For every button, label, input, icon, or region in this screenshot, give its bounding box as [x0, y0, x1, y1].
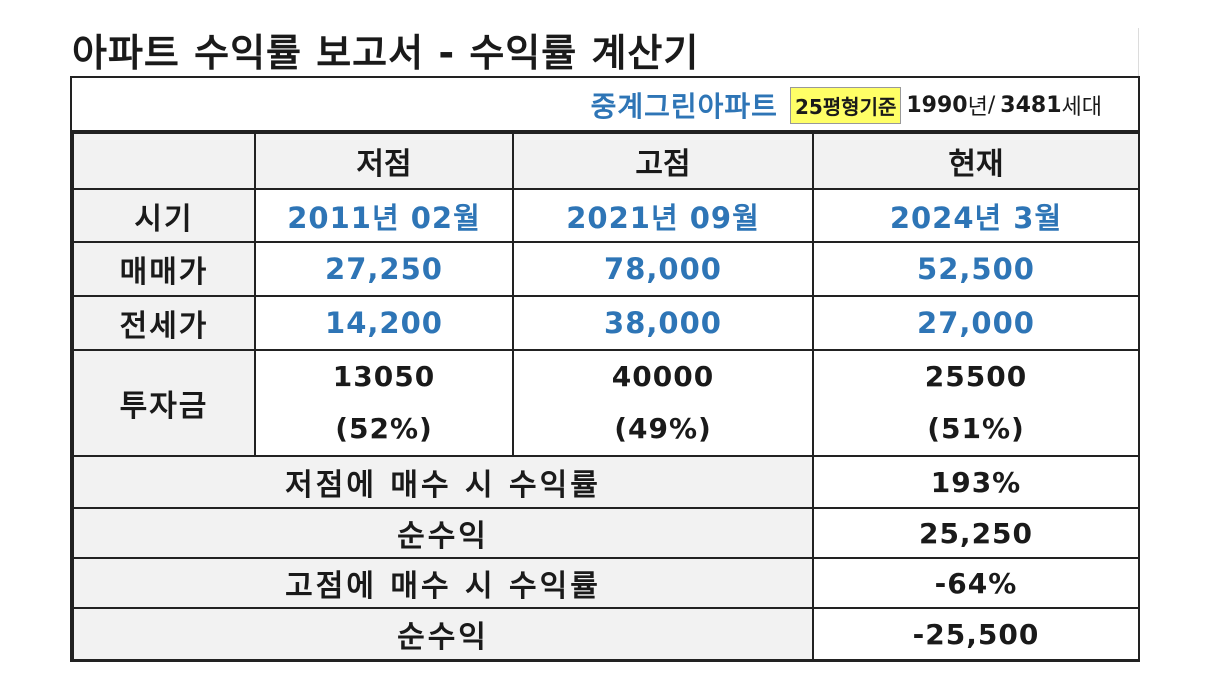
investment-low-ratio: (52%)	[335, 412, 433, 445]
header-low: 저점	[254, 132, 514, 190]
summary-value: 193%	[812, 455, 1140, 509]
investment-row: 투자금 13050 (52%) 40000 (49%) 25500 (51%)	[72, 349, 1140, 457]
size-badge: 25평형기준	[789, 86, 902, 124]
period-high: 2021년 09월	[512, 188, 814, 243]
report-title: 아파트 수익률 보고서 - 수익률 계산기	[72, 31, 700, 75]
header-high: 고점	[512, 132, 814, 190]
corner-cell	[72, 132, 256, 190]
header-current: 현재	[812, 132, 1140, 190]
summary-value: 25,250	[812, 507, 1140, 559]
summary-value: -64%	[812, 557, 1140, 609]
investment-current: 25500 (51%)	[812, 349, 1140, 457]
summary-row: 고점에 매수 시 수익률 -64%	[72, 557, 1140, 609]
sale-price-high: 78,000	[512, 241, 814, 297]
period-current: 2024년 3월	[812, 188, 1140, 243]
report-table: 중계그린아파트 25평형기준 1990 년 / 3481 세대 저점 고점 현재…	[70, 76, 1140, 662]
investment-high: 40000 (49%)	[512, 349, 814, 457]
sheet-gridline	[1138, 28, 1139, 76]
period-low: 2011년 02월	[254, 188, 514, 243]
summary-label: 순수익	[72, 607, 814, 661]
apartment-info-row: 중계그린아파트 25평형기준 1990 년 / 3481 세대	[72, 78, 1138, 132]
investment-low: 13050 (52%)	[254, 349, 514, 457]
investment-high-amount: 40000	[611, 360, 715, 393]
info-separator: /	[987, 92, 996, 118]
period-label: 시기	[72, 188, 256, 243]
investment-label: 투자금	[72, 349, 256, 457]
jeonse-price-high: 38,000	[512, 295, 814, 351]
sale-price-current: 52,500	[812, 241, 1140, 297]
summary-row: 순수익 -25,500	[72, 607, 1140, 661]
investment-current-amount: 25500	[924, 360, 1028, 393]
investment-low-amount: 13050	[332, 360, 436, 393]
returns-grid: 저점 고점 현재 시기 2011년 02월 2021년 09월 2024년 3월…	[72, 132, 1140, 661]
built-year: 1990	[906, 92, 968, 118]
summary-row: 저점에 매수 시 수익률 193%	[72, 455, 1140, 509]
summary-value: -25,500	[812, 607, 1140, 661]
built-year-unit: 년	[967, 95, 988, 120]
investment-high-ratio: (49%)	[614, 412, 712, 445]
investment-current-ratio: (51%)	[927, 412, 1025, 445]
summary-row: 순수익 25,250	[72, 507, 1140, 559]
jeonse-price-low: 14,200	[254, 295, 514, 351]
header-row: 저점 고점 현재	[72, 132, 1140, 190]
summary-label: 저점에 매수 시 수익률	[72, 455, 814, 509]
jeonse-price-label: 전세가	[72, 295, 256, 351]
household-unit: 세대	[1061, 95, 1102, 120]
jeonse-price-row: 전세가 14,200 38,000 27,000	[72, 295, 1140, 351]
period-row: 시기 2011년 02월 2021년 09월 2024년 3월	[72, 188, 1140, 243]
sale-price-low: 27,250	[254, 241, 514, 297]
apartment-info: 중계그린아파트 25평형기준 1990 년 / 3481 세대	[591, 85, 1102, 125]
sale-price-row: 매매가 27,250 78,000 52,500	[72, 241, 1140, 297]
apartment-name: 중계그린아파트	[590, 90, 778, 123]
jeonse-price-current: 27,000	[812, 295, 1140, 351]
summary-label: 고점에 매수 시 수익률	[72, 557, 814, 609]
summary-label: 순수익	[72, 507, 814, 559]
household-count: 3481	[1000, 92, 1062, 118]
sale-price-label: 매매가	[72, 241, 256, 297]
